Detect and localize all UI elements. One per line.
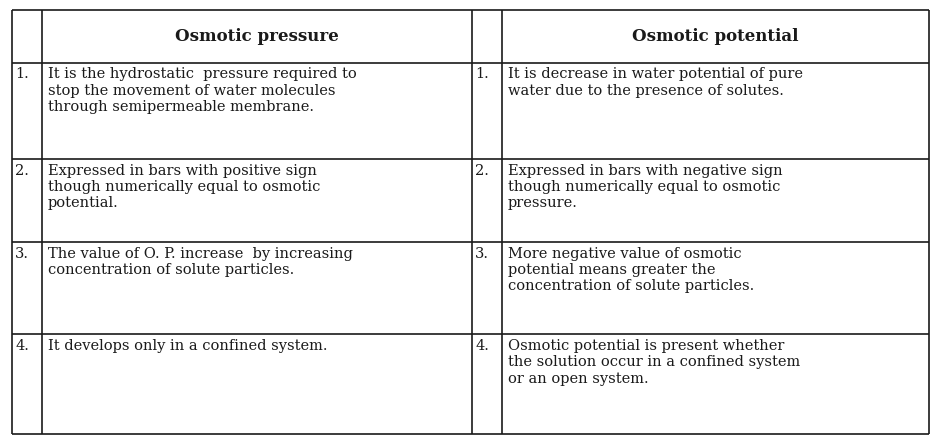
Text: 1.: 1. [475,68,489,81]
Text: 1.: 1. [15,68,29,81]
Text: Osmotic potential: Osmotic potential [632,28,799,45]
Text: Expressed in bars with negative sign
though numerically equal to osmotic
pressur: Expressed in bars with negative sign tho… [508,164,783,210]
Text: More negative value of osmotic
potential means greater the
concentration of solu: More negative value of osmotic potential… [508,247,755,293]
Text: Osmotic potential is present whether
the solution occur in a confined system
or : Osmotic potential is present whether the… [508,339,801,385]
Text: 4.: 4. [15,339,29,353]
Text: 3.: 3. [15,247,29,261]
Text: Expressed in bars with positive sign
though numerically equal to osmotic
potenti: Expressed in bars with positive sign tho… [48,164,320,210]
Text: It is decrease in water potential of pure
water due to the presence of solutes.: It is decrease in water potential of pur… [508,68,803,98]
Text: It is the hydrostatic  pressure required to
stop the movement of water molecules: It is the hydrostatic pressure required … [48,68,357,114]
Text: 3.: 3. [475,247,489,261]
Text: 4.: 4. [475,339,489,353]
Text: 2.: 2. [15,164,29,178]
Text: It develops only in a confined system.: It develops only in a confined system. [48,339,327,353]
Text: Osmotic pressure: Osmotic pressure [175,28,340,45]
Text: The value of O. P. increase  by increasing
concentration of solute particles.: The value of O. P. increase by increasin… [48,247,353,277]
Text: 2.: 2. [475,164,489,178]
